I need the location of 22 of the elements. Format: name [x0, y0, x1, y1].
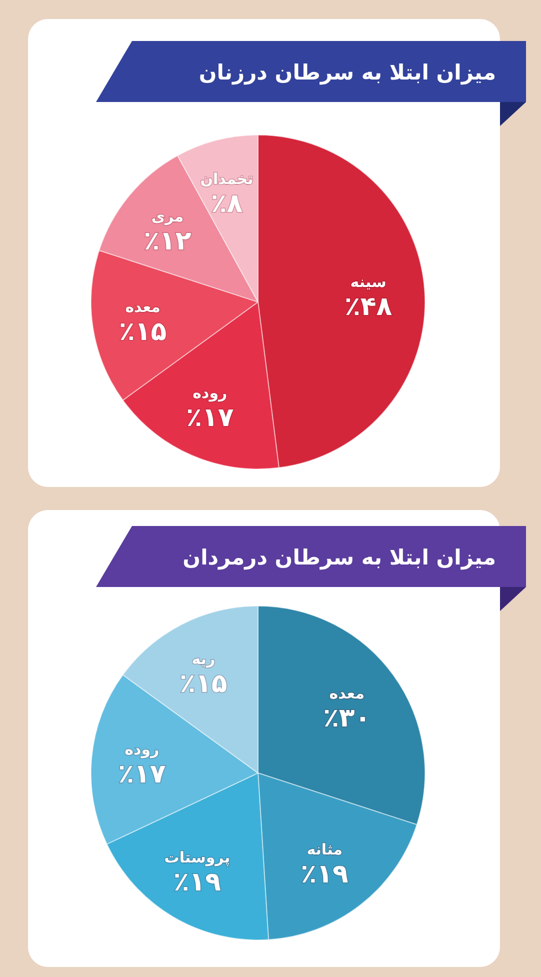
- chart-title: میزان ابتلا به سرطان درمردان: [182, 546, 496, 570]
- data-label: ٪۸: [210, 189, 243, 220]
- data-label: ٪۱۵: [180, 668, 228, 699]
- data-label: ٪۱۹: [300, 860, 349, 890]
- data-label: ٪۴۸: [344, 292, 392, 322]
- slice-label: ریه: [192, 650, 216, 668]
- slice-label: معده: [329, 684, 365, 702]
- data-label: ٪۱۵: [119, 316, 167, 347]
- slice-label: مثانه: [306, 840, 342, 859]
- data-label: ٪۱۹: [173, 868, 222, 898]
- data-label: ٪۱۷: [118, 759, 166, 790]
- slice-label: معده: [125, 298, 160, 316]
- data-label: ٪۱۲: [144, 226, 192, 257]
- slice-label: مری: [151, 208, 184, 226]
- slice-label: پروستات: [164, 848, 230, 867]
- slice-label: تخمدان: [200, 170, 254, 188]
- slice-label: روده: [124, 740, 160, 758]
- slice-label: سینه: [350, 272, 386, 291]
- slice-label: روده: [192, 384, 228, 402]
- data-label: ٪۳۰: [323, 703, 371, 734]
- chart-title: میزان ابتلا به سرطان درزنان: [198, 60, 496, 86]
- data-label: ٪۱۷: [186, 403, 234, 434]
